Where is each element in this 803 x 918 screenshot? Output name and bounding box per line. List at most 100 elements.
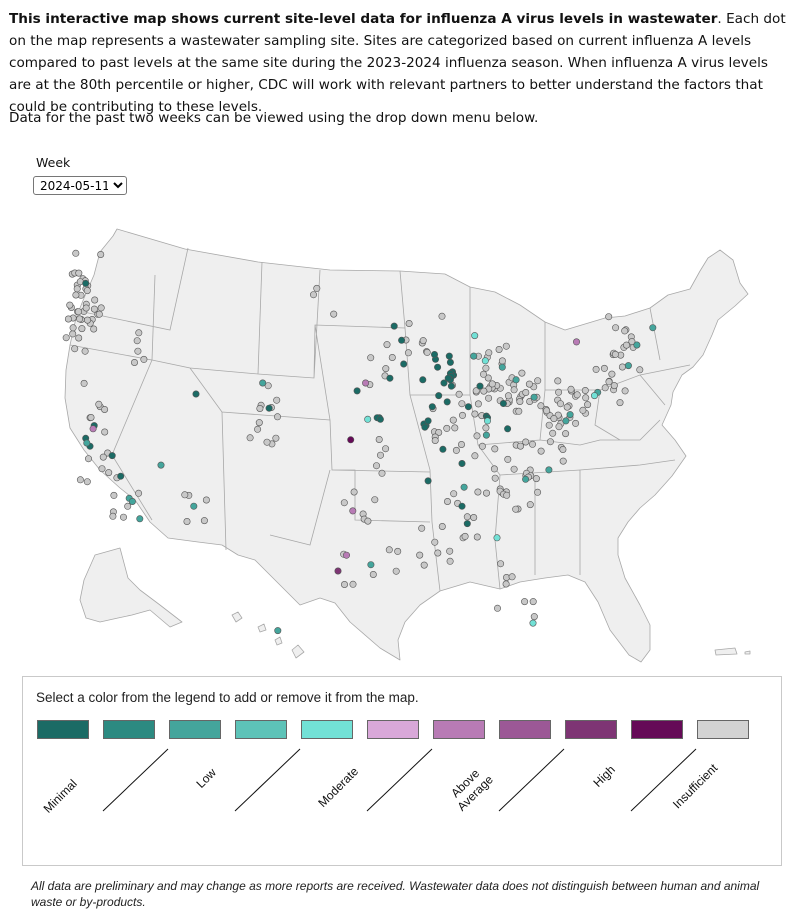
site-dot-insufficient[interactable] — [124, 502, 132, 510]
site-dot-insufficient[interactable] — [101, 405, 109, 413]
site-dot-insufficient[interactable] — [504, 455, 512, 463]
site-dot-minimal[interactable] — [464, 403, 472, 411]
site-dot-insufficient[interactable] — [495, 345, 503, 353]
site-dot-insufficient[interactable] — [78, 325, 86, 333]
site-dot-insufficient[interactable] — [200, 517, 208, 525]
legend-swatch-moderate-above[interactable] — [367, 720, 419, 739]
site-dot-insufficient[interactable] — [90, 325, 98, 333]
site-dot-insufficient[interactable] — [423, 348, 431, 356]
site-dot-insufficient[interactable] — [263, 438, 271, 446]
site-dot-insufficient[interactable] — [601, 384, 609, 392]
site-dot-insufficient[interactable] — [350, 488, 358, 496]
site-dot-insufficient[interactable] — [71, 345, 79, 353]
site-dot-minimal[interactable] — [421, 423, 429, 431]
site-dot-minimal[interactable] — [463, 520, 471, 528]
site-dot-insufficient[interactable] — [461, 532, 469, 540]
site-dot-insufficient[interactable] — [471, 410, 479, 418]
site-dot-minimal[interactable] — [386, 374, 394, 382]
site-dot-insufficient[interactable] — [394, 547, 402, 555]
site-dot-minimal[interactable] — [458, 459, 466, 467]
site-dot-insufficient[interactable] — [526, 501, 534, 509]
site-dot-insufficient[interactable] — [309, 291, 317, 299]
site-dot-moderate[interactable] — [493, 534, 501, 542]
site-dot-insufficient[interactable] — [256, 404, 264, 412]
site-dot-insufficient[interactable] — [529, 598, 537, 606]
site-dot-insufficient[interactable] — [418, 524, 426, 532]
site-dot-insufficient[interactable] — [109, 512, 117, 520]
site-dot-insufficient[interactable] — [518, 369, 526, 377]
site-dot-insufficient[interactable] — [273, 413, 281, 421]
site-dot-minimal[interactable] — [430, 350, 438, 358]
site-dot-above-average[interactable] — [362, 379, 370, 387]
site-dot-insufficient[interactable] — [83, 287, 91, 295]
site-dot-insufficient[interactable] — [388, 353, 396, 361]
site-dot-insufficient[interactable] — [202, 496, 210, 504]
legend-swatch-moderate[interactable] — [301, 720, 353, 739]
legend-swatch-above-high[interactable] — [499, 720, 551, 739]
week-select[interactable]: 2024-05-11 — [33, 176, 127, 195]
site-dot-insufficient[interactable] — [313, 284, 321, 292]
site-dot-insufficient[interactable] — [600, 364, 608, 372]
site-dot-moderate[interactable] — [471, 332, 479, 340]
site-dot-insufficient[interactable] — [473, 432, 481, 440]
site-dot-minimal[interactable] — [499, 399, 507, 407]
legend-swatch-low[interactable] — [169, 720, 221, 739]
site-dot-insufficient[interactable] — [131, 358, 139, 366]
site-dot-insufficient[interactable] — [549, 429, 557, 437]
site-dot-insufficient[interactable] — [491, 445, 499, 453]
site-dot-minimal[interactable] — [398, 336, 406, 344]
site-dot-insufficient[interactable] — [95, 310, 103, 318]
site-dot-insufficient[interactable] — [516, 442, 524, 450]
site-dot-insufficient[interactable] — [592, 365, 600, 373]
site-dot-insufficient[interactable] — [431, 436, 439, 444]
site-dot-insufficient[interactable] — [621, 387, 629, 395]
site-dot-insufficient[interactable] — [543, 407, 551, 415]
site-dot-low[interactable] — [190, 502, 198, 510]
site-dot-insufficient[interactable] — [82, 304, 90, 312]
site-dot-insufficient[interactable] — [364, 517, 372, 525]
site-dot-insufficient[interactable] — [120, 513, 128, 521]
site-dot-insufficient[interactable] — [534, 488, 542, 496]
site-dot-insufficient[interactable] — [488, 380, 496, 388]
site-dot-insufficient[interactable] — [474, 488, 482, 496]
site-dot-insufficient[interactable] — [330, 310, 338, 318]
site-dot-insufficient[interactable] — [98, 465, 106, 473]
site-dot-low[interactable] — [482, 431, 490, 439]
site-dot-insufficient[interactable] — [84, 316, 92, 324]
site-dot-low[interactable] — [259, 379, 267, 387]
site-dot-insufficient[interactable] — [375, 435, 383, 443]
site-dot-insufficient[interactable] — [340, 580, 348, 588]
site-dot-low[interactable] — [649, 324, 657, 332]
site-dot-insufficient[interactable] — [493, 604, 501, 612]
site-dot-insufficient[interactable] — [83, 478, 91, 486]
site-dot-insufficient[interactable] — [101, 428, 109, 436]
site-dot-low[interactable] — [274, 627, 282, 635]
site-dot-insufficient[interactable] — [502, 342, 510, 350]
legend-swatch-high[interactable] — [565, 720, 617, 739]
site-dot-insufficient[interactable] — [69, 330, 77, 338]
site-dot-minimal[interactable] — [504, 425, 512, 433]
site-dot-insufficient[interactable] — [522, 388, 530, 396]
site-dot-insufficient[interactable] — [450, 490, 458, 498]
site-dot-minimal[interactable] — [476, 382, 484, 390]
site-dot-insufficient[interactable] — [246, 434, 254, 442]
site-dot-minimal[interactable] — [376, 415, 384, 423]
site-dot-low[interactable] — [545, 466, 553, 474]
site-dot-insufficient[interactable] — [532, 475, 540, 483]
site-dot-insufficient[interactable] — [530, 613, 538, 621]
site-dot-insufficient[interactable] — [420, 561, 428, 569]
site-dot-insufficient[interactable] — [72, 291, 80, 299]
site-dot-minimal[interactable] — [424, 477, 432, 485]
site-dot-low[interactable] — [470, 352, 478, 360]
legend-swatch-minimal[interactable] — [37, 720, 89, 739]
site-dot-low[interactable] — [498, 363, 506, 371]
site-dot-low[interactable] — [157, 461, 165, 469]
site-dot-insufficient[interactable] — [470, 513, 478, 521]
site-dot-insufficient[interactable] — [416, 551, 424, 559]
site-dot-insufficient[interactable] — [562, 430, 570, 438]
site-dot-insufficient[interactable] — [452, 446, 460, 454]
site-dot-above-average[interactable] — [349, 507, 357, 515]
site-dot-insufficient[interactable] — [546, 438, 554, 446]
site-dot-minimal[interactable] — [390, 322, 398, 330]
site-dot-insufficient[interactable] — [382, 445, 390, 453]
